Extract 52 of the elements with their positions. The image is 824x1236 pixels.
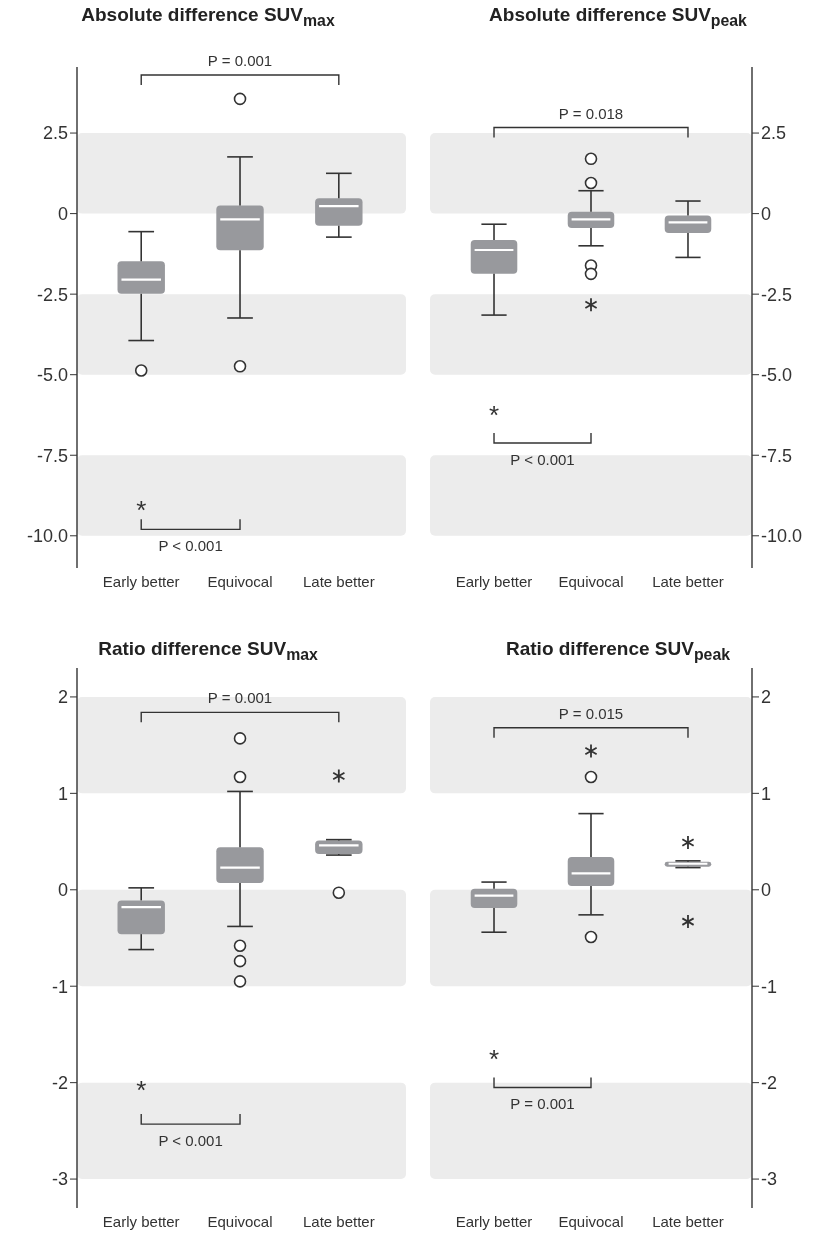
- y2-tick-label: 1: [761, 783, 772, 804]
- y-tick-label: -5.0: [36, 365, 68, 386]
- annotation: *: [136, 1075, 147, 1106]
- y-tick-label: -2.5: [36, 284, 68, 305]
- x-tick-label: Early better: [455, 572, 533, 590]
- y2-tick-label: -7.5: [761, 445, 793, 466]
- y2-tick-label: -2: [761, 1073, 778, 1094]
- x-tick-label: Equivocal: [558, 572, 624, 590]
- y2-tick-label: 2: [761, 687, 772, 708]
- annotation: *: [488, 400, 500, 431]
- chart-title: Absolute difference SUV$_{max}$: [80, 4, 336, 30]
- chart-title: Ratio difference SUV$_{max}$: [97, 638, 319, 664]
- y-tick-label: 1: [57, 783, 68, 804]
- y-tick-label: 0: [57, 880, 68, 901]
- y2-tick-label: 0: [761, 880, 772, 901]
- x-tick-label: Late better: [652, 572, 724, 590]
- y-tick-label: -2: [51, 1073, 68, 1094]
- y-tick-label: 2.5: [42, 123, 68, 144]
- annotation: P = 0.001: [510, 1095, 575, 1113]
- y-tick-label: -7.5: [36, 445, 68, 466]
- x-tick-label: Early better: [102, 572, 180, 590]
- annotation: P = 0.018: [558, 104, 624, 122]
- y2-tick-label: -10.0: [761, 526, 803, 547]
- annotation: P = 0.015: [558, 704, 624, 722]
- chart-title: Ratio difference SUV$_{peak}$: [505, 638, 731, 664]
- y2-tick-label: -1: [761, 976, 778, 997]
- chart-title: Absolute difference SUV$_{peak}$: [488, 4, 748, 30]
- annotation: *: [136, 495, 147, 526]
- x-tick-label: Late better: [652, 1212, 724, 1230]
- annotation: P = 0.001: [207, 689, 273, 707]
- x-tick-label: Early better: [455, 1212, 533, 1230]
- y2-tick-label: -2.5: [761, 284, 793, 305]
- annotation: P = 0.001: [207, 52, 273, 70]
- y-tick-label: 2: [57, 687, 68, 708]
- y2-tick-label: -3: [761, 1169, 778, 1190]
- x-tick-label: Equivocal: [558, 1212, 624, 1230]
- annotation: P < 0.001: [158, 1132, 223, 1150]
- x-tick-label: Late better: [302, 1212, 375, 1230]
- x-tick-label: Equivocal: [207, 572, 273, 590]
- y2-tick-label: 2.5: [761, 123, 787, 144]
- x-tick-label: Late better: [302, 572, 375, 590]
- y-tick-label: 0: [57, 203, 68, 224]
- annotation: P < 0.001: [510, 450, 575, 468]
- annotation: P < 0.001: [158, 537, 223, 555]
- x-tick-label: Early better: [102, 1212, 180, 1230]
- y-tick-label: -1: [51, 976, 68, 997]
- y-tick-label: -3: [51, 1169, 68, 1190]
- x-tick-label: Equivocal: [207, 1212, 273, 1230]
- y-tick-label: -10.0: [26, 526, 68, 547]
- annotation: *: [488, 1043, 500, 1074]
- y2-tick-label: 0: [761, 203, 772, 224]
- y2-tick-label: -5.0: [761, 365, 793, 386]
